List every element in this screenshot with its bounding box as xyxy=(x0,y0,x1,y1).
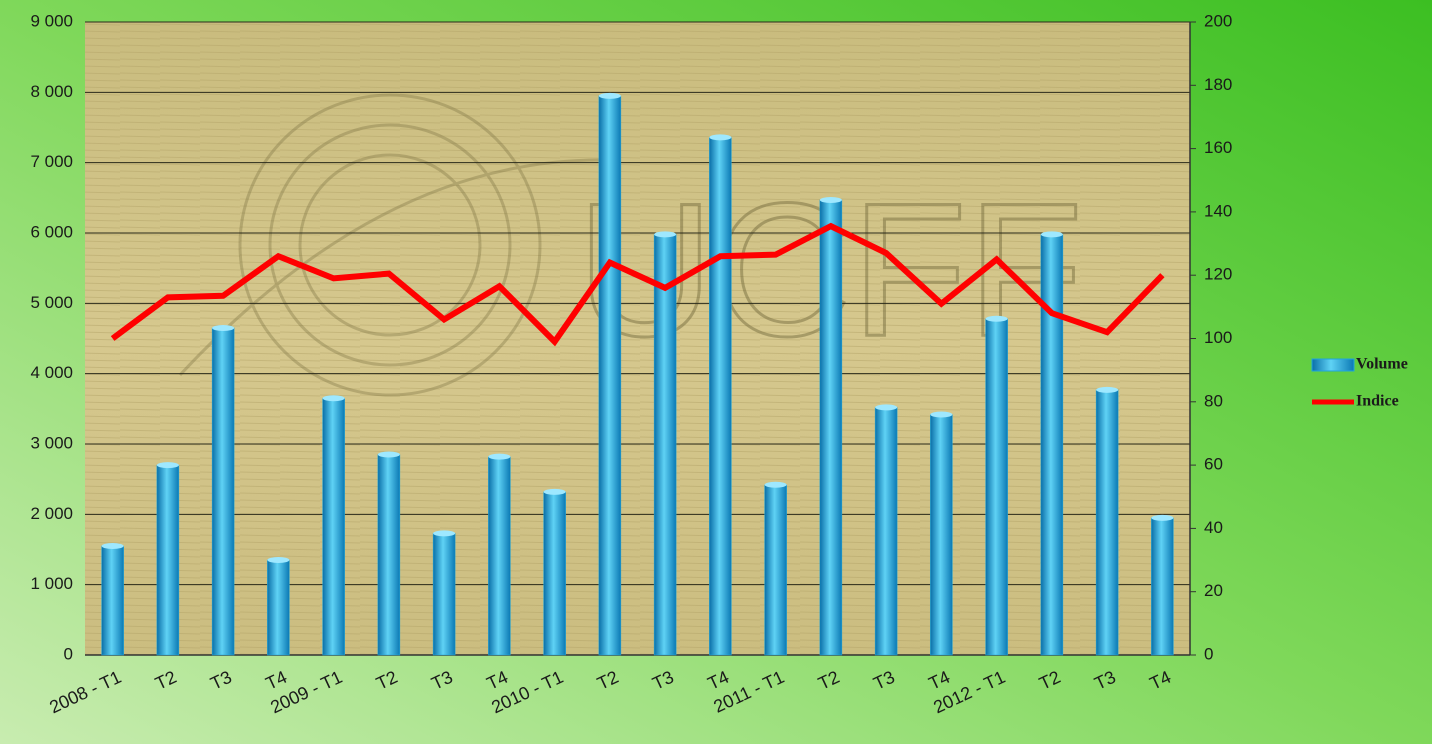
bar-cap xyxy=(212,324,235,331)
y-tick-label: 9 000 xyxy=(30,11,73,30)
y-tick-label: 1 000 xyxy=(30,574,73,593)
bar-cap xyxy=(156,462,179,469)
bar-cap xyxy=(1040,231,1063,238)
bar-cap xyxy=(543,488,566,495)
bar-cap xyxy=(377,451,400,458)
bar xyxy=(101,545,124,656)
y-tick-label: 6 000 xyxy=(30,222,73,241)
bar xyxy=(985,318,1008,656)
bar-cap xyxy=(433,530,456,537)
line xyxy=(110,222,1165,347)
bar-cap xyxy=(101,542,124,549)
legend-swatch xyxy=(1311,358,1355,372)
y-tick-label: 7 000 xyxy=(30,152,73,171)
y2-tick-label: 60 xyxy=(1204,455,1223,474)
watermark-logo xyxy=(178,93,601,397)
y-tick-label: 3 000 xyxy=(30,433,73,452)
y-tick-label: 0 xyxy=(64,644,73,663)
y2-tick-label: 100 xyxy=(1204,328,1232,347)
bar xyxy=(1095,389,1119,656)
y2-tick-label: 200 xyxy=(1204,11,1232,30)
bar xyxy=(819,199,843,656)
y-tick-label: 4 000 xyxy=(30,363,73,382)
y-tick-label: 8 000 xyxy=(30,82,73,101)
y2-tick-label: 180 xyxy=(1204,75,1232,94)
bar-cap xyxy=(930,411,953,418)
y2-tick-label: 80 xyxy=(1204,391,1223,410)
bar xyxy=(1040,234,1064,656)
bar xyxy=(377,454,401,656)
bar xyxy=(709,137,732,656)
bar-cap xyxy=(764,481,787,488)
bar-cap xyxy=(654,231,677,238)
bar xyxy=(267,559,290,656)
bar-cap xyxy=(1096,386,1119,393)
bar-cap xyxy=(598,92,621,99)
bar-cap xyxy=(322,395,345,402)
bar xyxy=(543,491,566,656)
y2-tick-label: 140 xyxy=(1204,201,1232,220)
y2-tick-label: 120 xyxy=(1204,265,1232,284)
bar-cap xyxy=(985,315,1008,322)
bar xyxy=(156,464,180,656)
bar xyxy=(598,95,622,656)
bar-cap xyxy=(819,196,842,203)
y-tick-label: 2 000 xyxy=(30,504,73,523)
y2-tick-label: 20 xyxy=(1204,581,1223,600)
bar xyxy=(432,533,456,656)
y-tick-label: 5 000 xyxy=(30,293,73,312)
y2-tick-label: 40 xyxy=(1204,518,1223,537)
bar-cap xyxy=(1151,514,1174,521)
bar-cap xyxy=(267,557,290,564)
bar xyxy=(322,398,345,656)
y2-tick-label: 160 xyxy=(1204,138,1232,157)
bar xyxy=(764,484,787,656)
bar xyxy=(874,407,898,656)
bar-cap xyxy=(709,134,732,141)
bar xyxy=(1151,517,1174,656)
bar xyxy=(488,456,511,656)
bar xyxy=(930,414,953,656)
bar-cap xyxy=(488,453,511,460)
y2-tick-label: 0 xyxy=(1204,644,1213,663)
bar-cap xyxy=(875,404,898,411)
legend-label: Volume xyxy=(1356,356,1408,373)
bar xyxy=(211,327,235,656)
legend-label: Indice xyxy=(1356,393,1399,410)
bar xyxy=(653,234,677,656)
